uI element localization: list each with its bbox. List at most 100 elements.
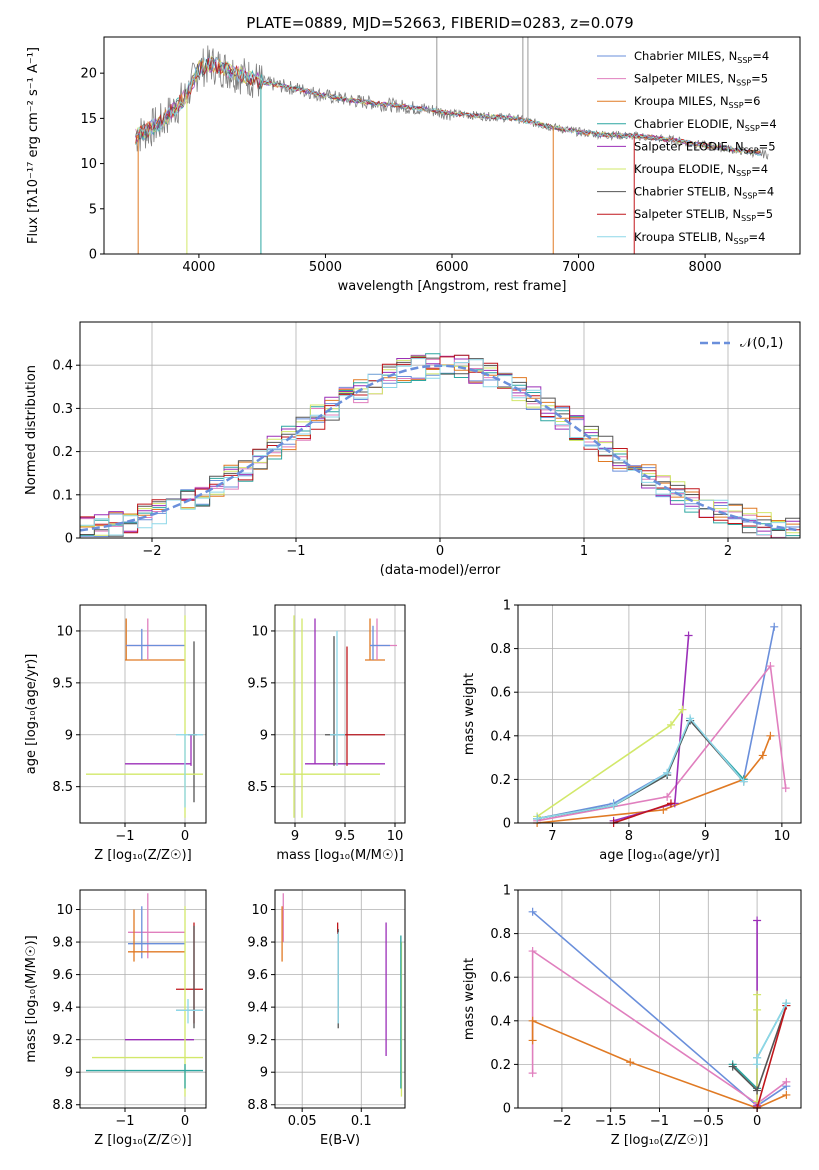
legend-label: Salpeter ELODIE, NSSP=5 bbox=[634, 139, 776, 155]
x-tick-label: 0 bbox=[753, 1114, 761, 1129]
x-axis-label: age [log₁₀(age/yr)] bbox=[599, 848, 720, 863]
y-tick-label: 0.4 bbox=[490, 729, 511, 744]
x-tick-label: 6000 bbox=[435, 260, 468, 275]
series-line bbox=[536, 664, 787, 822]
series-line bbox=[732, 1003, 788, 1091]
legend-subscript: SSP bbox=[741, 214, 756, 223]
normal-reference-curve bbox=[79, 364, 801, 532]
y-tick-label: 0.2 bbox=[490, 1058, 511, 1073]
data-point-marker bbox=[728, 1062, 737, 1071]
y-tick-label: 9.6 bbox=[52, 968, 73, 983]
x-tick-label: −1 bbox=[286, 544, 305, 559]
x-axis-label: (data-model)/error bbox=[380, 563, 501, 578]
axes-frame bbox=[79, 889, 207, 1109]
panel-age_vs_mass: 9 9.5 10 8.5 9 9.5 10 mass [log₁₀(M/M☉)] bbox=[247, 604, 406, 863]
series-line bbox=[536, 719, 745, 820]
legend-subscript: SSP bbox=[736, 79, 751, 88]
data-point-marker bbox=[528, 1069, 537, 1078]
y-axis-label: Flux [fλ10⁻¹⁷ erg cm⁻² s⁻¹ A⁻¹] bbox=[26, 47, 41, 244]
legend-value: =5 bbox=[759, 139, 776, 153]
y-tick-label: 9.5 bbox=[247, 676, 268, 691]
panel-massweight_vs_Z: −2 −1.5 −1 −0.5 0 0 0.2 0.4 0.6 0.8 1 Z [log₁₀(Z/Z☉… bbox=[462, 884, 802, 1148]
x-axis-label: Z [log₁₀(Z/Z☉)] bbox=[611, 1133, 708, 1148]
series-line bbox=[536, 716, 745, 820]
legend-value: =4 bbox=[749, 230, 766, 244]
y-axis-label: mass weight bbox=[462, 958, 477, 1040]
x-tick-label: 1 bbox=[580, 544, 588, 559]
panel-massweight_vs_age: 7 8 9 10 0 0.2 0.4 0.6 0.8 1 age [log₁₀(age/yr)] ma… bbox=[462, 599, 802, 863]
axes-frame bbox=[79, 604, 207, 824]
data-point-marker bbox=[753, 916, 762, 925]
y-tick-label: 10 bbox=[80, 157, 97, 172]
y-tick-label: 9 bbox=[65, 728, 73, 743]
y-tick-label: 8.5 bbox=[52, 780, 73, 795]
panel-mass_vs_ebv: 0.05 0.1 8.8 9 9.2 9.4 9.6 9.8 10 E(B-V) bbox=[247, 889, 406, 1148]
y-tick-label: 9.4 bbox=[247, 1001, 268, 1016]
x-tick-label: −1 bbox=[115, 1114, 134, 1129]
data-point-marker bbox=[782, 1090, 791, 1099]
legend-label: Chabrier MILES, NSSP=4 bbox=[634, 49, 769, 65]
x-axis-label: wavelength [Angstrom, rest frame] bbox=[338, 279, 567, 294]
y-tick-label: 9.2 bbox=[52, 1033, 73, 1048]
axes-frame bbox=[274, 889, 406, 1109]
data-point-marker bbox=[753, 1005, 762, 1014]
y-axis-label: Normed distribution bbox=[24, 365, 39, 495]
legend-label: Chabrier STELIB, NSSP=4 bbox=[634, 185, 774, 201]
y-tick-label: 9.2 bbox=[247, 1033, 268, 1048]
legend-label: Kroupa STELIB, NSSP=4 bbox=[634, 230, 765, 246]
y-tick-label: 0 bbox=[89, 248, 97, 263]
x-tick-label: 8 bbox=[625, 829, 633, 844]
plot-area bbox=[135, 37, 769, 254]
legend-subscript: SSP bbox=[737, 56, 752, 65]
x-tick-label: −2 bbox=[552, 1114, 571, 1129]
x-tick-label: −2 bbox=[142, 544, 161, 559]
y-tick-label: 9 bbox=[65, 1066, 73, 1081]
series-line bbox=[613, 802, 672, 824]
legend-label: Salpeter STELIB, NSSP=5 bbox=[634, 207, 773, 223]
y-tick-label: 0.4 bbox=[490, 1014, 511, 1029]
legend-value: =4 bbox=[757, 185, 774, 199]
x-tick-label: −1 bbox=[650, 1114, 669, 1129]
x-tick-label: 0 bbox=[436, 544, 444, 559]
series-line bbox=[536, 709, 684, 818]
legend-value: =5 bbox=[756, 207, 773, 221]
axes-frame bbox=[517, 604, 802, 824]
y-tick-label: 0.8 bbox=[490, 927, 511, 942]
y-tick-label: 0.8 bbox=[490, 642, 511, 657]
plot-area bbox=[80, 890, 206, 1108]
x-tick-label: 2 bbox=[724, 544, 732, 559]
y-tick-label: 9.8 bbox=[247, 936, 268, 951]
x-tick-label: 7000 bbox=[562, 260, 595, 275]
x-tick-label: −1 bbox=[115, 829, 134, 844]
y-tick-label: 0.6 bbox=[490, 971, 511, 986]
y-tick-label: 0.1 bbox=[52, 488, 73, 503]
y-axis-label: mass weight bbox=[462, 673, 477, 755]
y-tick-label: 8.8 bbox=[52, 1098, 73, 1113]
x-tick-label: 10 bbox=[387, 829, 404, 844]
x-tick-label: 8000 bbox=[689, 260, 722, 275]
legend-label: Kroupa MILES, NSSP=6 bbox=[634, 94, 760, 110]
model-spectrum bbox=[135, 56, 762, 156]
x-tick-label: 0.1 bbox=[351, 1114, 372, 1129]
legend-subscript: SSP bbox=[745, 124, 760, 133]
y-tick-label: 0.3 bbox=[52, 402, 73, 417]
y-axis-label: mass [log₁₀(M/M☉)] bbox=[24, 935, 39, 1062]
data-point-marker bbox=[753, 990, 762, 999]
x-tick-label: 0 bbox=[181, 1114, 189, 1129]
y-tick-label: 0 bbox=[503, 817, 511, 832]
legend-value: =4 bbox=[752, 49, 769, 63]
series-line bbox=[756, 1005, 788, 1109]
y-tick-label: 9.8 bbox=[52, 936, 73, 951]
data-point-marker bbox=[782, 1077, 791, 1086]
y-tick-label: 10 bbox=[251, 903, 268, 918]
y-tick-label: 8.5 bbox=[247, 780, 268, 795]
legend-label: Salpeter MILES, NSSP=5 bbox=[634, 72, 768, 88]
x-tick-label: 0.05 bbox=[288, 1114, 317, 1129]
series-line bbox=[536, 626, 775, 820]
x-tick-label: 7 bbox=[548, 829, 556, 844]
x-tick-label: 4000 bbox=[182, 260, 215, 275]
legend: Chabrier MILES, NSSP=4 Salpeter MILES, NS… bbox=[597, 49, 777, 246]
data-point-marker bbox=[753, 1086, 762, 1095]
x-tick-label: −0.5 bbox=[693, 1114, 725, 1129]
